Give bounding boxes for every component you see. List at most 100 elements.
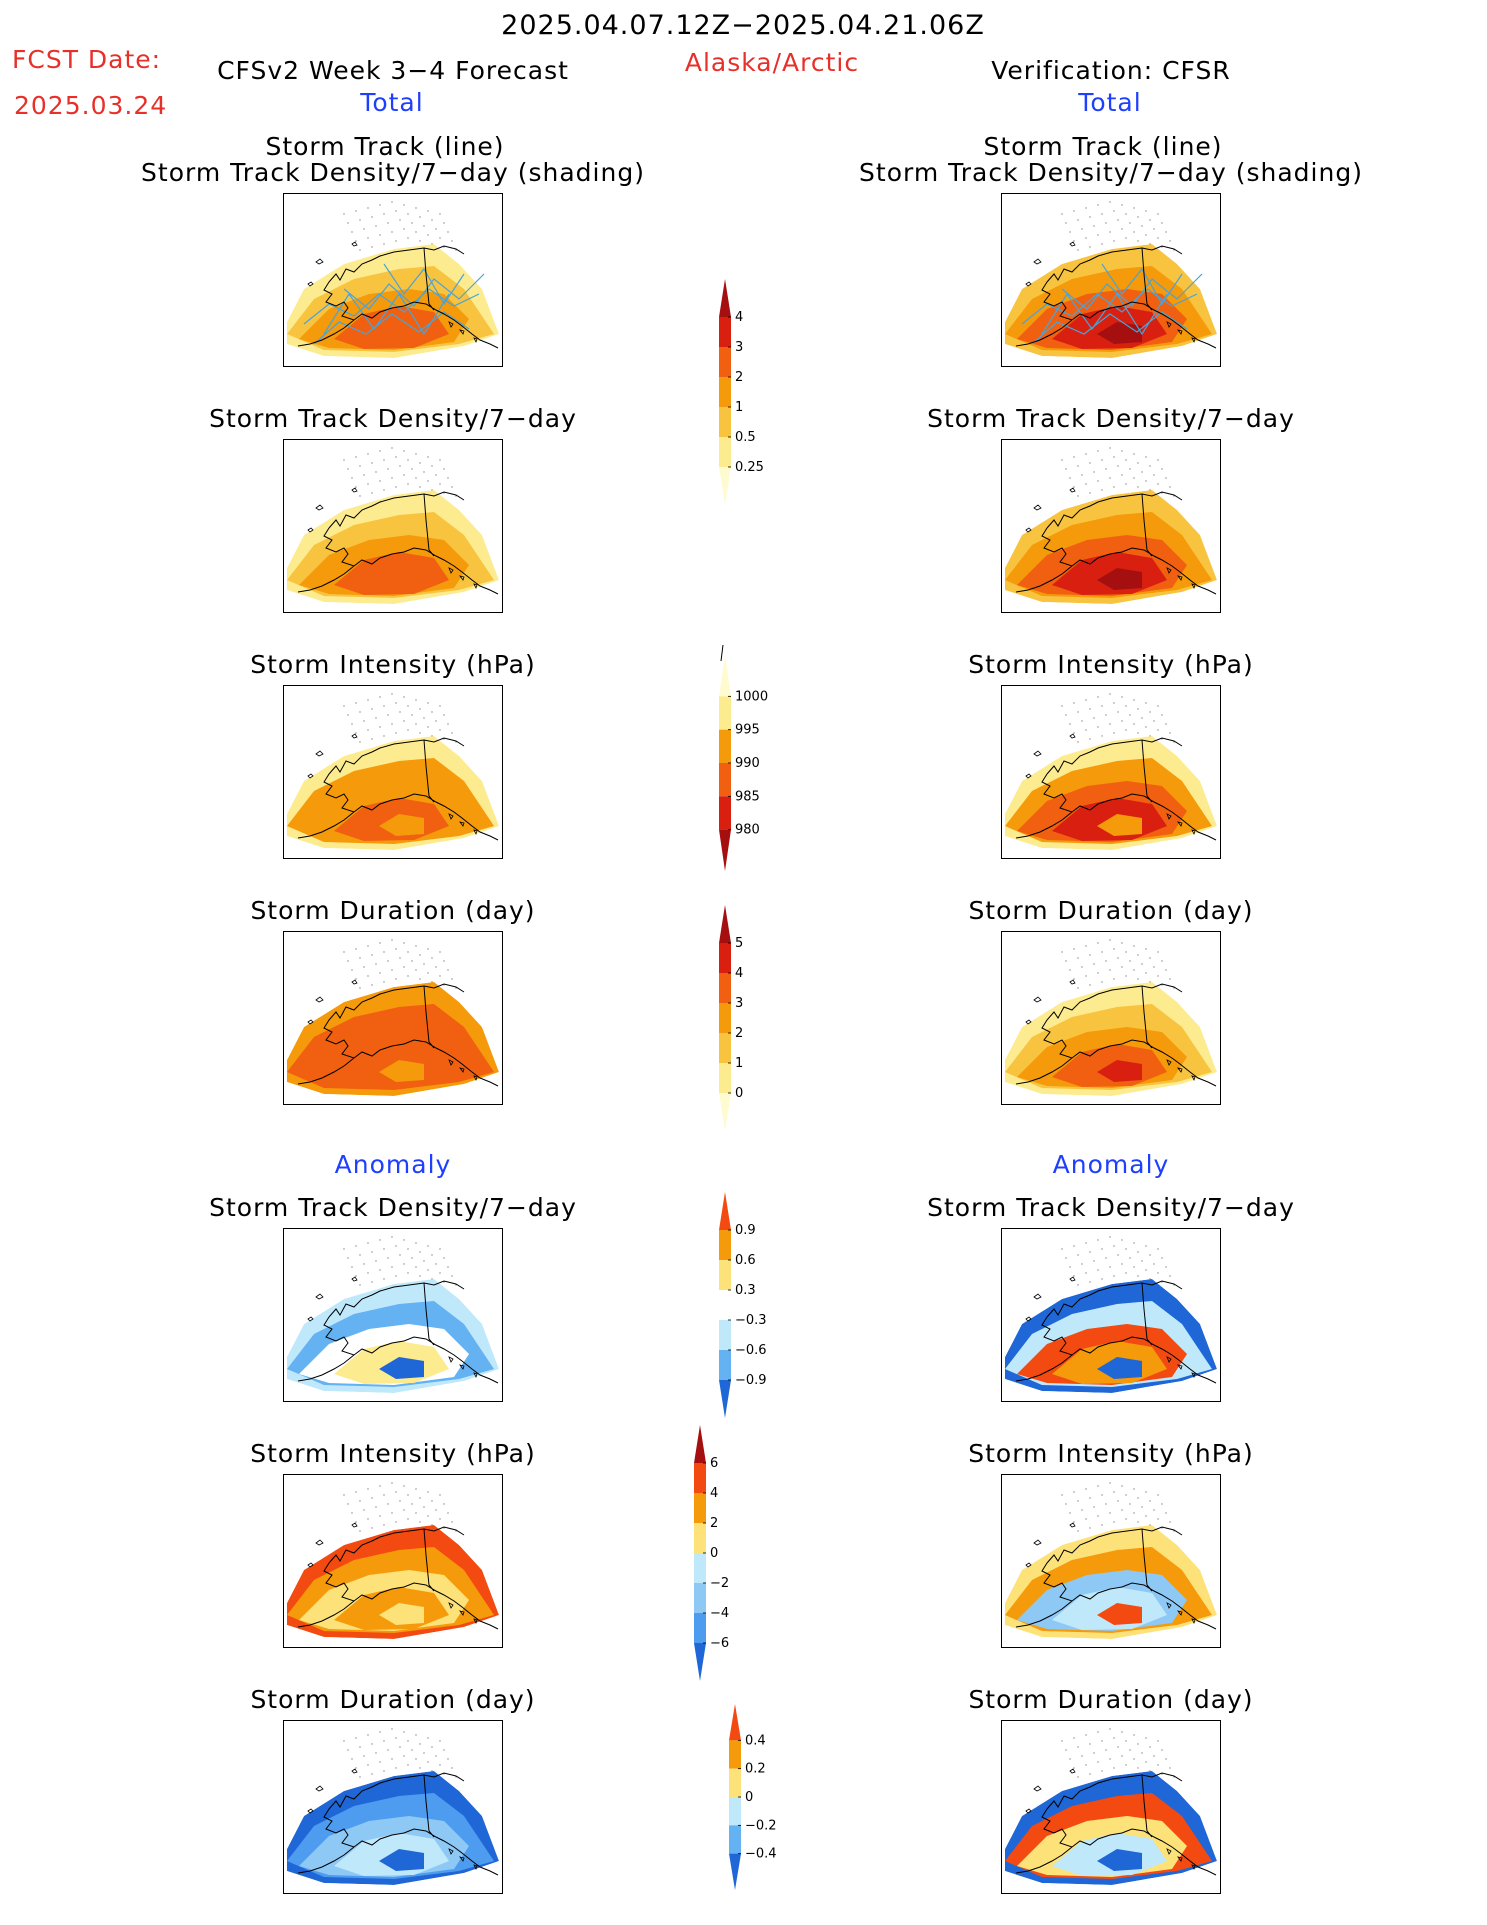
graticule-dot bbox=[1073, 1275, 1075, 1277]
graticule-dot bbox=[1125, 1494, 1127, 1496]
graticule-dot bbox=[427, 1761, 429, 1763]
colorbar-label: 0 bbox=[710, 1546, 718, 1561]
graticule-dot bbox=[439, 729, 441, 731]
graticule-dot bbox=[387, 468, 389, 470]
graticule-dot bbox=[1089, 954, 1091, 956]
graticule-dot bbox=[1161, 714, 1163, 716]
shading-band bbox=[379, 1849, 424, 1871]
graticule-dot bbox=[1101, 1494, 1103, 1496]
graticule-dot bbox=[1089, 462, 1091, 464]
colorbar-segment bbox=[694, 1425, 706, 1463]
colorbar-segment bbox=[694, 1463, 706, 1493]
graticule-dot bbox=[1149, 1254, 1151, 1256]
graticule-dot bbox=[379, 1485, 381, 1487]
title-track-shading-left: Storm Track Density/7−day (shading) bbox=[141, 158, 645, 187]
graticule-dot bbox=[1097, 450, 1099, 452]
graticule-dot bbox=[1145, 234, 1147, 236]
colorbar-segment bbox=[719, 1093, 731, 1131]
graticule-dot bbox=[431, 219, 433, 221]
graticule-dot bbox=[1089, 1743, 1091, 1745]
graticule-dot bbox=[1077, 957, 1079, 959]
colorbar-segment bbox=[694, 1553, 706, 1583]
graticule-dot bbox=[1069, 1266, 1071, 1268]
graticule-dot bbox=[1129, 960, 1131, 962]
graticule-dot bbox=[1161, 1503, 1163, 1505]
graticule-dot bbox=[411, 468, 413, 470]
graticule-dot bbox=[1125, 1248, 1127, 1250]
graticule-dot bbox=[395, 1245, 397, 1247]
graticule-dot bbox=[415, 1266, 417, 1268]
graticule-dot bbox=[1157, 1248, 1159, 1250]
graticule-dot bbox=[431, 957, 433, 959]
graticule-dot bbox=[1105, 960, 1107, 962]
graticule-dot bbox=[387, 714, 389, 716]
graticule-dot bbox=[447, 969, 449, 971]
graticule-dot bbox=[435, 1509, 437, 1511]
left-total-label: Total bbox=[360, 88, 424, 117]
graticule-dot bbox=[427, 456, 429, 458]
graticule-dot bbox=[1165, 1512, 1167, 1514]
graticule-dot bbox=[1141, 717, 1143, 719]
model-title: CFSv2 Week 3−4 Forecast bbox=[217, 56, 569, 85]
graticule-dot bbox=[1101, 1278, 1103, 1280]
graticule-dot bbox=[367, 453, 369, 455]
colorbar-segment bbox=[719, 1350, 731, 1380]
graticule-dot bbox=[1133, 1266, 1135, 1268]
graticule-dot bbox=[395, 456, 397, 458]
graticule-dot bbox=[1117, 219, 1119, 221]
graticule bbox=[1061, 693, 1175, 743]
graticule-dot bbox=[1165, 1266, 1167, 1268]
graticule-dot bbox=[415, 477, 417, 479]
map-canvas bbox=[287, 1728, 499, 1885]
map-anom-duration-verification bbox=[1001, 1720, 1221, 1894]
colorbar-density: 4 3 2 1 0.5 0.25 bbox=[719, 279, 764, 505]
graticule-dot bbox=[447, 477, 449, 479]
graticule-dot bbox=[1145, 1737, 1147, 1739]
graticule-dot bbox=[1065, 714, 1067, 716]
graticule-dot bbox=[1165, 231, 1167, 233]
graticule-dot bbox=[379, 234, 381, 236]
graticule-dot bbox=[439, 1248, 441, 1250]
graticule-dot bbox=[1109, 201, 1111, 203]
graticule-dot bbox=[371, 492, 373, 494]
graticule-dot bbox=[1141, 1260, 1143, 1262]
colorbar-segment bbox=[729, 1853, 741, 1890]
graticule-dot bbox=[343, 951, 345, 953]
graticule-dot bbox=[1113, 1245, 1115, 1247]
graticule-dot bbox=[1097, 726, 1099, 728]
graticule-dot bbox=[439, 1272, 441, 1274]
graticule-dot bbox=[1093, 963, 1095, 965]
graticule-dot bbox=[1061, 213, 1063, 215]
graticule-dot bbox=[375, 717, 377, 719]
graticule-dot bbox=[1101, 1740, 1103, 1742]
map-canvas bbox=[1005, 939, 1217, 1096]
colorbar-tail bbox=[720, 645, 724, 662]
graticule-dot bbox=[1089, 1527, 1091, 1529]
graticule-dot bbox=[1165, 1758, 1167, 1760]
shading bbox=[1005, 1279, 1217, 1393]
graticule-dot bbox=[395, 948, 397, 950]
graticule-dot bbox=[403, 228, 405, 230]
graticule-dot bbox=[1149, 465, 1151, 467]
graticule-dot bbox=[443, 1257, 445, 1259]
graticule-dot bbox=[1081, 228, 1083, 230]
graticule-dot bbox=[1137, 1521, 1139, 1523]
graticule-dot bbox=[1125, 459, 1127, 461]
graticule-dot bbox=[359, 1530, 361, 1532]
graticule-dot bbox=[363, 1263, 365, 1265]
graticule-dot bbox=[379, 1239, 381, 1241]
map-canvas bbox=[1005, 1236, 1217, 1393]
graticule-dot bbox=[1145, 702, 1147, 704]
colorbar-segment bbox=[719, 1003, 731, 1033]
graticule-dot bbox=[1105, 468, 1107, 470]
graticule-dot bbox=[1113, 1737, 1115, 1739]
graticule-dot bbox=[371, 1281, 373, 1283]
graticule-dot bbox=[1117, 465, 1119, 467]
colorbar-segment bbox=[719, 729, 731, 763]
graticule-dot bbox=[1093, 225, 1095, 227]
graticule-dot bbox=[391, 1266, 393, 1268]
graticule-dot bbox=[1109, 1236, 1111, 1238]
graticule-dot bbox=[1137, 1251, 1139, 1253]
graticule-dot bbox=[419, 954, 421, 956]
graticule-dot bbox=[371, 1251, 373, 1253]
